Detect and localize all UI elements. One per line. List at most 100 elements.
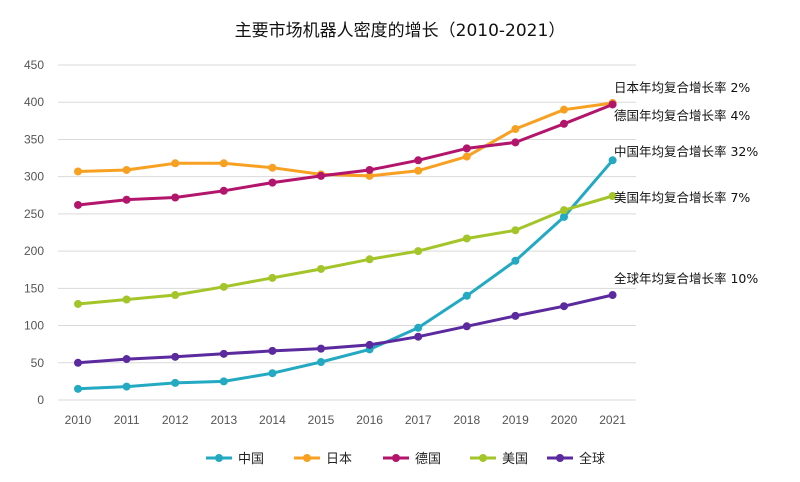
data-point — [122, 355, 131, 364]
legend-swatch-marker — [303, 454, 311, 462]
data-point — [268, 369, 277, 378]
y-tick-label: 50 — [31, 356, 45, 370]
data-point — [608, 192, 617, 201]
data-point — [414, 323, 423, 332]
y-tick-label: 250 — [24, 207, 44, 221]
y-tick-label: 150 — [24, 281, 44, 295]
data-point — [317, 171, 325, 180]
legend-item-德国: 德国 — [383, 452, 441, 467]
series-layer — [74, 98, 617, 393]
y-axis: 0 50 100 150 200 250 300 350 400 450 — [24, 58, 44, 407]
data-point — [171, 378, 180, 387]
chart-title: 主要市场机器人密度的增长（2010-2021） — [235, 21, 566, 41]
legend-label: 日本 — [326, 452, 352, 467]
legend-swatch-marker — [556, 454, 564, 462]
data-point — [365, 171, 374, 180]
data-point — [365, 340, 374, 349]
legend-item-全球: 全球 — [547, 451, 605, 467]
series-line — [76, 103, 615, 207]
data-point — [511, 256, 520, 265]
legend-label: 德国 — [415, 452, 441, 467]
data-point — [414, 247, 423, 256]
series-line — [76, 293, 615, 365]
series-美国 — [74, 192, 617, 308]
legend-item-美国: 美国 — [470, 452, 528, 467]
legend: 中国 日本 德国 美国 全球 — [206, 451, 605, 467]
data-point — [219, 186, 228, 195]
data-point — [171, 291, 180, 300]
data-point — [122, 382, 131, 391]
legend-label: 全球 — [579, 451, 605, 467]
y-tick-label: 450 — [24, 58, 44, 72]
data-point — [608, 100, 617, 109]
data-point — [219, 159, 228, 168]
x-tick-label: 2013 — [210, 413, 237, 427]
data-point — [171, 352, 180, 361]
series-全球 — [74, 291, 617, 367]
x-tick-label: 2020 — [551, 413, 578, 427]
data-point — [171, 159, 180, 168]
legend-swatch-marker — [392, 454, 400, 462]
x-tick-label: 2021 — [599, 413, 626, 427]
legend-swatch-marker — [215, 454, 223, 462]
data-point — [317, 344, 325, 353]
data-point — [317, 264, 325, 273]
data-point — [462, 234, 471, 243]
data-point — [317, 358, 325, 367]
x-axis: 2010 2011 2012 2013 2014 2015 2016 2017 2018 2019… — [65, 413, 627, 427]
x-tick-label: 2015 — [308, 413, 335, 427]
data-point — [414, 332, 423, 341]
data-point — [219, 349, 228, 358]
y-tick-label: 400 — [24, 95, 44, 109]
y-tick-label: 0 — [37, 393, 44, 407]
data-point — [74, 384, 82, 393]
series-line — [76, 194, 615, 306]
x-tick-label: 2011 — [114, 413, 140, 427]
data-point — [74, 167, 82, 176]
data-point — [560, 105, 568, 114]
data-point — [268, 273, 277, 282]
legend-label: 中国 — [238, 452, 264, 467]
annotation-label: 全球年均复合增长率 10% — [614, 271, 758, 286]
x-tick-label: 2016 — [356, 413, 383, 427]
data-point — [511, 125, 520, 134]
y-tick-label: 100 — [24, 319, 44, 333]
annotation-label: 德国年均复合增长率 4% — [614, 108, 750, 123]
annotation-label: 中国年均复合增长率 32% — [614, 144, 758, 159]
data-point — [608, 156, 617, 165]
y-tick-label: 350 — [24, 132, 44, 146]
data-point — [219, 282, 228, 291]
data-point — [74, 358, 82, 367]
x-tick-label: 2010 — [65, 413, 92, 427]
data-point — [414, 166, 423, 175]
data-point — [268, 178, 277, 187]
data-point — [462, 144, 471, 153]
data-point — [268, 163, 277, 172]
x-tick-label: 2014 — [259, 413, 286, 427]
x-tick-label: 2017 — [405, 413, 432, 427]
legend-label: 美国 — [502, 452, 528, 467]
series-中国 — [74, 156, 617, 393]
data-point — [365, 165, 374, 174]
data-point — [608, 291, 617, 300]
data-point — [462, 322, 471, 331]
annotation-layer: 日本年均复合增长率 2% 德国年均复合增长率 4% 中国年均复合增长率 32% 美国年… — [614, 80, 758, 286]
data-point — [122, 165, 131, 174]
data-point — [365, 255, 374, 264]
data-point — [122, 295, 131, 304]
series-line — [76, 101, 615, 178]
data-point — [511, 311, 520, 320]
legend-item-中国: 中国 — [206, 452, 264, 467]
y-tick-label: 200 — [24, 244, 44, 258]
data-point — [74, 299, 82, 308]
data-point — [74, 200, 82, 209]
grid-layer — [58, 64, 636, 401]
annotation-label: 美国年均复合增长率 7% — [614, 190, 750, 205]
data-point — [560, 302, 568, 311]
data-point — [219, 377, 228, 386]
data-point — [171, 193, 180, 202]
data-point — [560, 206, 568, 215]
data-point — [268, 346, 277, 355]
x-tick-label: 2019 — [502, 413, 529, 427]
